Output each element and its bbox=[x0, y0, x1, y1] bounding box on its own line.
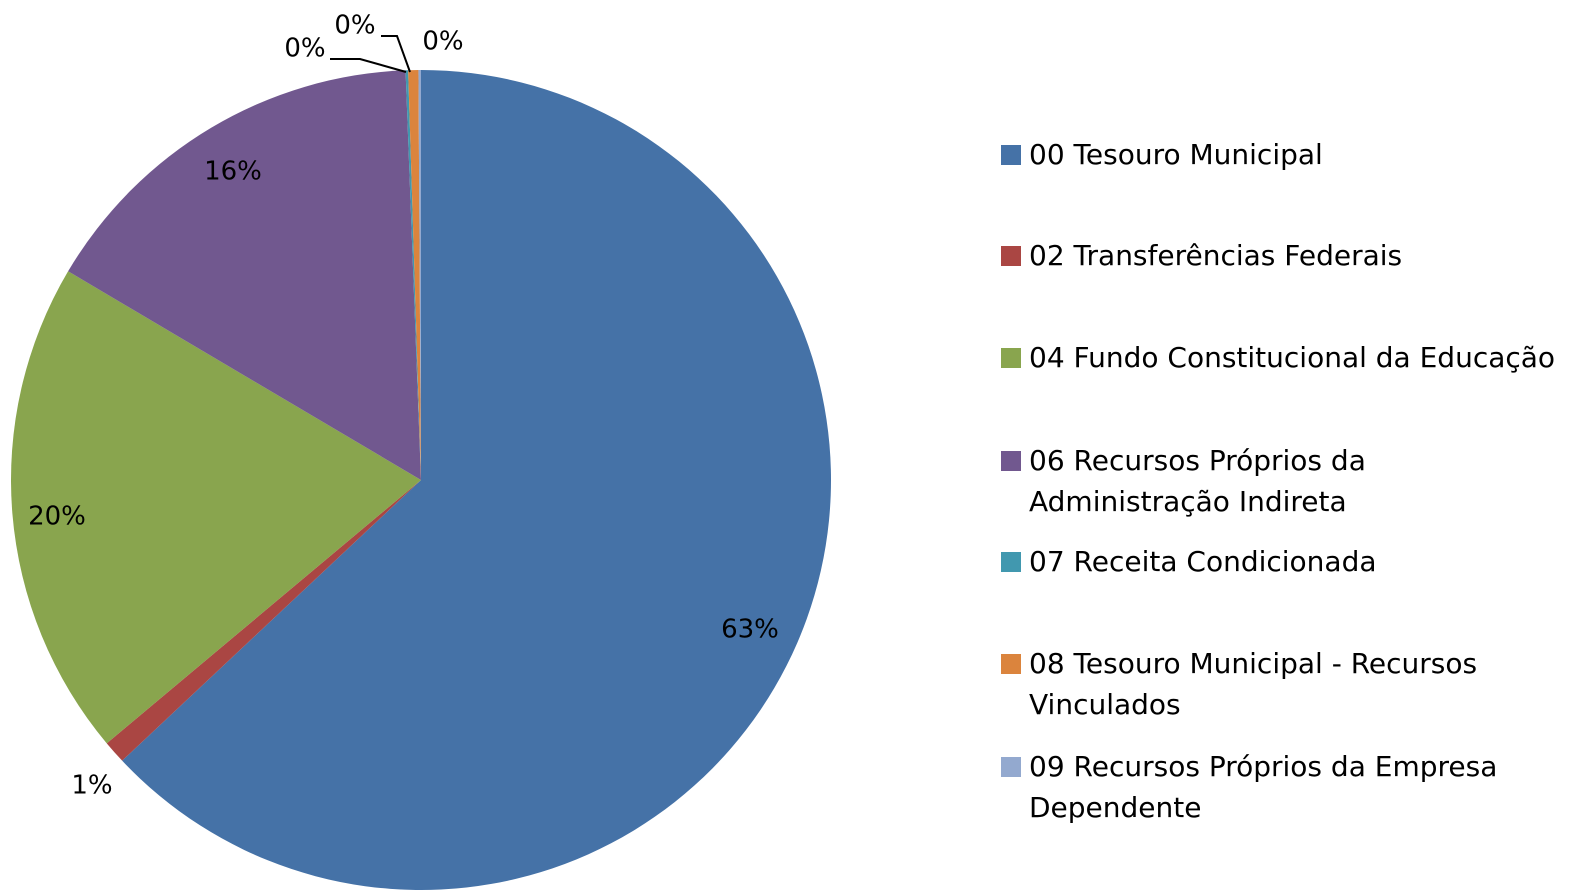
leader-line bbox=[330, 58, 407, 73]
legend-swatch bbox=[1001, 246, 1021, 266]
data-label: 0% bbox=[284, 34, 325, 64]
legend-label: 04 Fundo Constitucional da Educação bbox=[1029, 341, 1556, 374]
data-label: 0% bbox=[334, 11, 375, 41]
pie-slice bbox=[68, 70, 422, 480]
leader-line bbox=[381, 35, 411, 73]
pie-slice bbox=[10, 271, 421, 744]
legend-swatch bbox=[1001, 552, 1021, 572]
data-label: 0% bbox=[422, 27, 463, 57]
pie-slice bbox=[106, 480, 422, 761]
legend-label: 02 Transferências Federais bbox=[1029, 239, 1403, 272]
legend-label: 06 Recursos Próprios da Administração In… bbox=[1029, 444, 1366, 518]
legend-label: 07 Receita Condicionada bbox=[1029, 545, 1377, 578]
legend-label: 09 Recursos Próprios da Empresa Dependen… bbox=[1029, 750, 1498, 824]
data-label: 1% bbox=[71, 771, 112, 801]
pie-slice bbox=[405, 70, 421, 481]
legend: 00 Tesouro Municipal 02 Transferências Fe… bbox=[1000, 0, 1577, 894]
pie-slice bbox=[408, 70, 421, 481]
legend-swatch bbox=[1001, 348, 1021, 368]
data-label: 63% bbox=[721, 615, 779, 645]
legend-label: 00 Tesouro Municipal bbox=[1029, 138, 1323, 171]
pie-slice bbox=[418, 70, 421, 480]
data-label: 16% bbox=[204, 157, 262, 187]
pie-slice bbox=[122, 70, 832, 890]
legend-label: 08 Tesouro Municipal - Recursos Vinculad… bbox=[1029, 647, 1478, 721]
legend-swatch bbox=[1001, 145, 1021, 165]
legend-swatch bbox=[1001, 451, 1021, 471]
legend-swatch bbox=[1001, 654, 1021, 674]
legend-swatch bbox=[1001, 757, 1021, 777]
data-label: 20% bbox=[28, 502, 86, 532]
